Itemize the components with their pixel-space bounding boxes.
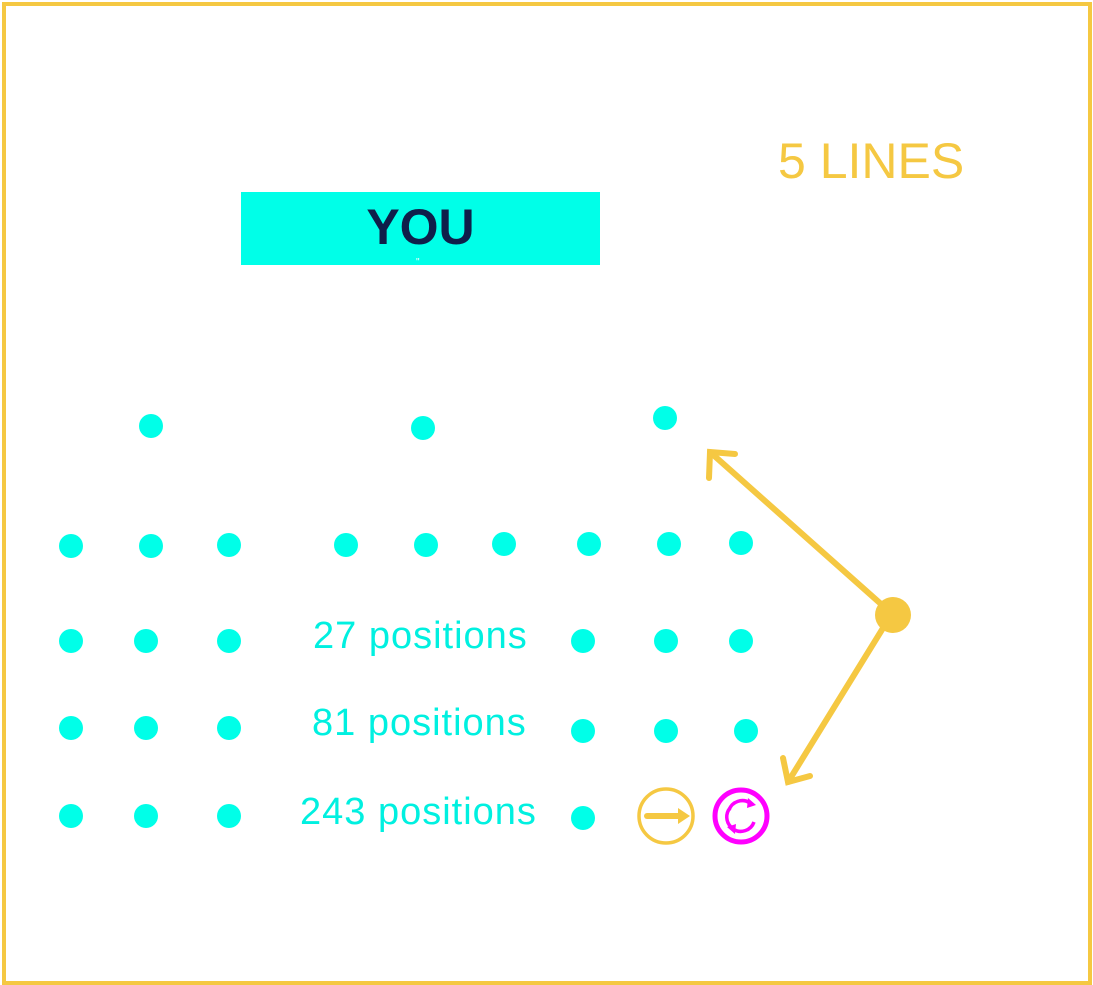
tree-node <box>411 416 435 440</box>
tree-node <box>59 716 83 740</box>
tree-node <box>571 629 595 653</box>
tree-level-4 <box>59 716 758 743</box>
positions-count-level-4: 81 positions <box>312 702 527 744</box>
tree-node <box>654 719 678 743</box>
tree-node <box>134 629 158 653</box>
tree-node <box>571 719 595 743</box>
tree-node <box>571 806 595 830</box>
tree-node <box>334 533 358 557</box>
tree-node <box>134 804 158 828</box>
tree-node <box>657 532 681 556</box>
tree-node <box>217 629 241 653</box>
tree-level-1 <box>139 406 677 440</box>
arrow-down-head <box>780 755 813 786</box>
tree-node <box>734 719 758 743</box>
tree-node <box>217 716 241 740</box>
tree-node <box>139 414 163 438</box>
tree-level-2 <box>59 531 753 558</box>
tree-node <box>577 532 601 556</box>
arrow-up-head <box>706 448 738 481</box>
tree-node <box>217 533 241 557</box>
player-label: YOU <box>366 199 475 255</box>
tree-level-5 <box>59 804 595 830</box>
tree-node <box>654 629 678 653</box>
tree-node <box>59 534 83 558</box>
tree-node <box>59 804 83 828</box>
tree-node <box>217 804 241 828</box>
player-box: YOU <box>241 192 600 265</box>
arrow-up-line <box>707 449 893 615</box>
tree-node <box>414 533 438 557</box>
arrow-right-icon[interactable] <box>637 787 695 845</box>
tree-node <box>653 406 677 430</box>
arrow-pivot <box>875 597 911 633</box>
tree-node <box>139 534 163 558</box>
tree-node <box>134 716 158 740</box>
player-marker-icon: " <box>416 257 420 268</box>
span-arrows <box>706 448 893 786</box>
tree-node <box>59 629 83 653</box>
tree-node <box>729 531 753 555</box>
refresh-icon[interactable] <box>712 787 770 845</box>
lines-count-label: 5 LINES <box>778 133 965 189</box>
tree-node <box>492 532 516 556</box>
tree-level-3 <box>59 629 753 653</box>
positions-count-level-5: 243 positions <box>300 791 537 833</box>
tree-node <box>729 629 753 653</box>
positions-count-level-3: 27 positions <box>313 615 528 657</box>
arrow-down-line <box>785 617 891 785</box>
